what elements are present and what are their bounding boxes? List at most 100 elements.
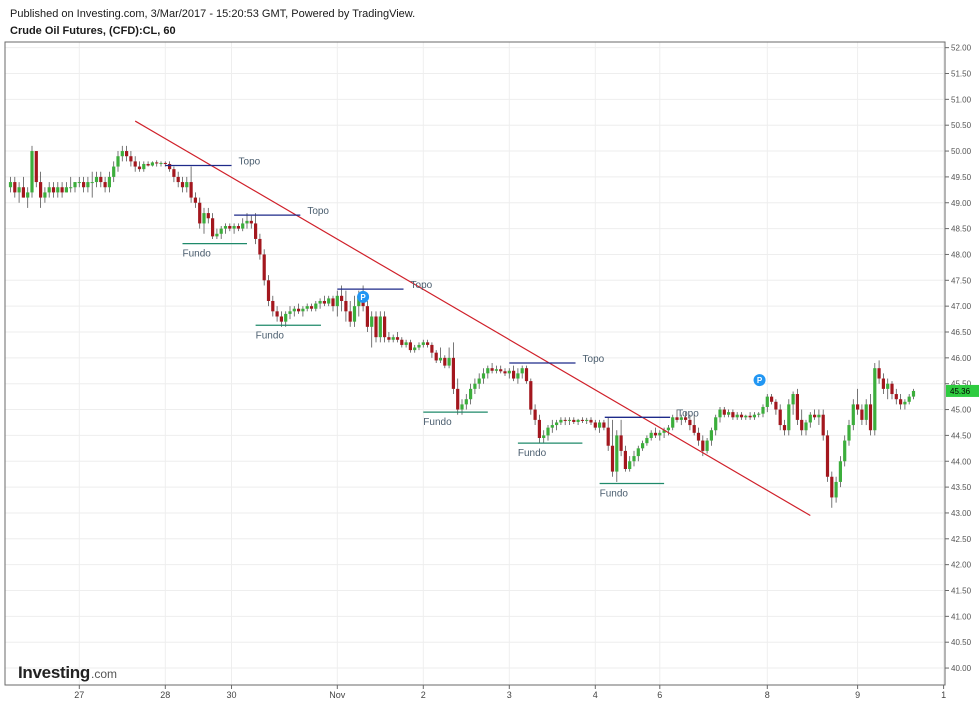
candle-up	[851, 399, 855, 431]
candle-body	[593, 422, 597, 428]
candle-up	[30, 145, 34, 198]
candle-up	[481, 368, 486, 384]
candle-up	[752, 412, 756, 420]
candle-body	[739, 414, 744, 418]
candle-down	[580, 417, 584, 423]
x-tick-label: 6	[657, 690, 662, 700]
candle-body	[658, 432, 662, 436]
candle-down	[13, 176, 17, 198]
candle-up	[886, 378, 890, 400]
candle-body	[464, 399, 468, 405]
candle-down	[623, 445, 627, 472]
candle-body	[60, 187, 64, 193]
event-marker-label: P	[757, 376, 763, 385]
candle-body	[460, 404, 464, 410]
y-tick-label: 49.50	[951, 173, 972, 182]
candle-up	[649, 430, 653, 441]
candle-body	[787, 404, 791, 431]
candle-down	[537, 414, 541, 444]
candle-body	[886, 383, 890, 389]
candle-up	[112, 161, 116, 183]
candle-up	[542, 430, 546, 444]
candle-body	[671, 417, 675, 428]
last-price-label: 45.36	[950, 387, 971, 396]
candle-down	[155, 160, 159, 167]
candle-up	[791, 391, 795, 415]
y-tick-label: 40.50	[951, 638, 972, 647]
candle-up	[77, 176, 81, 188]
candle-body	[279, 316, 283, 322]
candle-body	[120, 151, 124, 157]
last-price-tag: 45.36	[946, 384, 979, 397]
candle-down	[340, 285, 344, 312]
candle-body	[765, 396, 769, 407]
candle-body	[752, 414, 756, 418]
candle-down	[129, 151, 133, 167]
candle-down	[800, 409, 804, 436]
candle-body	[727, 412, 731, 415]
candle-body	[520, 368, 524, 374]
candle-down	[529, 378, 533, 415]
candle-up	[546, 425, 550, 441]
candle-body	[421, 342, 425, 345]
candle-up	[662, 427, 666, 438]
candle-body	[542, 435, 546, 438]
candle-up	[666, 425, 670, 436]
candle-up	[8, 176, 13, 193]
x-tick-label: 1	[941, 690, 946, 700]
candle-up	[421, 339, 425, 348]
candle-body	[748, 415, 752, 418]
candle-down	[825, 430, 830, 482]
candle-body	[438, 357, 443, 361]
candle-body	[735, 414, 739, 418]
candle-up	[576, 418, 580, 426]
candle-up	[447, 347, 451, 369]
candle-down	[331, 295, 335, 312]
candle-body	[675, 417, 679, 420]
candle-down	[279, 311, 283, 327]
y-tick-label: 46.00	[951, 354, 972, 363]
candle-body	[679, 417, 683, 420]
candle-body	[434, 352, 438, 361]
candle-body	[567, 419, 572, 421]
candle-up	[215, 228, 219, 239]
candle-body	[524, 368, 529, 382]
y-tick-label: 50.00	[951, 147, 972, 156]
candle-body	[503, 371, 507, 374]
candle-down	[309, 303, 314, 312]
candle-body	[94, 176, 99, 183]
candle-body	[172, 169, 176, 177]
candle-body	[731, 412, 735, 418]
candle-body	[533, 409, 537, 420]
candle-up	[636, 445, 640, 462]
candle-down	[21, 176, 25, 198]
candle-up	[486, 365, 490, 379]
candle-up	[305, 303, 309, 312]
y-tick-label: 51.50	[951, 70, 972, 79]
candle-up	[567, 417, 572, 426]
candle-body	[314, 303, 318, 309]
candle-down	[899, 394, 903, 410]
candle-body	[447, 357, 451, 366]
candle-down	[34, 151, 38, 188]
candle-body	[146, 163, 150, 166]
candle-up	[469, 383, 473, 405]
candle-body	[395, 337, 400, 340]
candle-body	[813, 414, 817, 418]
chart-title: Crude Oil Futures, (CFD):CL, 60	[10, 25, 176, 37]
y-tick-label: 47.50	[951, 276, 972, 285]
candle-down	[778, 404, 782, 431]
y-tick-label: 46.50	[951, 328, 972, 337]
event-marker: P	[357, 290, 370, 303]
candle-body	[417, 344, 421, 348]
candle-down	[374, 311, 378, 343]
bottom-label: Fundo	[518, 448, 547, 459]
candle-down	[456, 378, 460, 415]
candle-body	[770, 396, 774, 402]
candle-body	[275, 311, 279, 317]
top-label: Topo	[411, 280, 433, 291]
candle-body	[636, 448, 640, 457]
top-label: Topo	[307, 206, 329, 217]
candle-down	[146, 161, 150, 167]
